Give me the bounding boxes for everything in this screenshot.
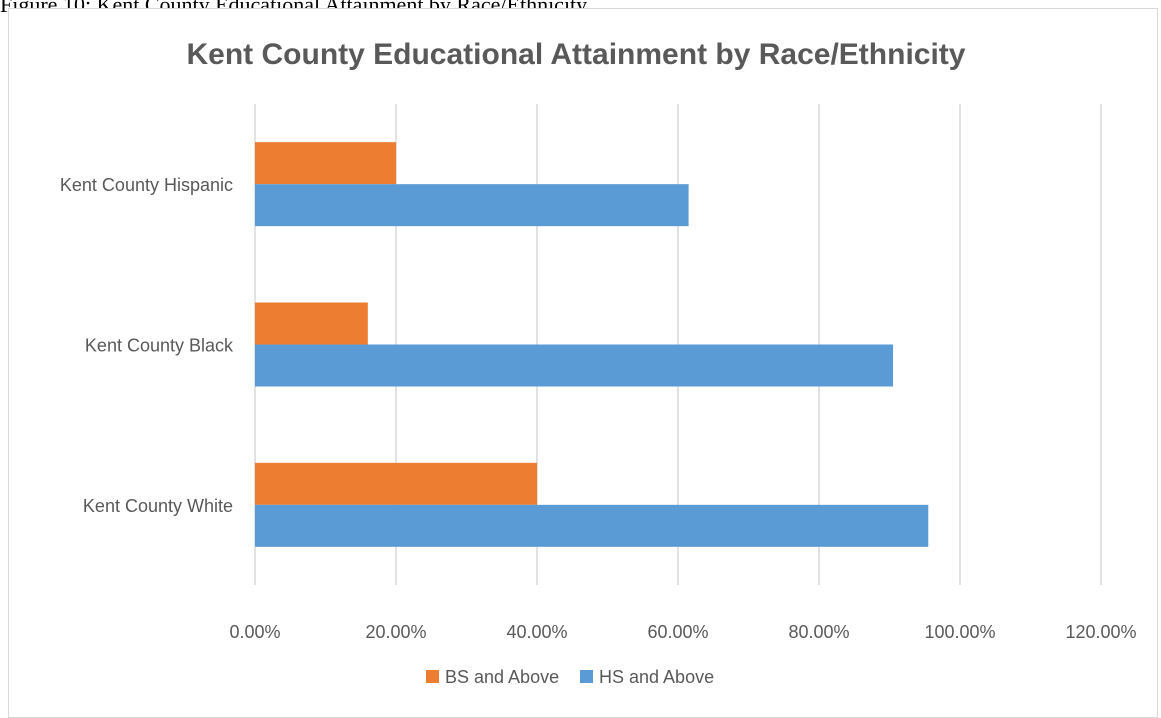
- bar-bs-and-above: [255, 302, 368, 345]
- legend-label: HS and Above: [599, 667, 714, 687]
- bar-bs-and-above: [255, 142, 396, 185]
- bar-bs-and-above: [255, 462, 537, 505]
- category-label: Kent County Black: [85, 336, 234, 356]
- legend-swatch: [580, 670, 593, 683]
- legend-label: BS and Above: [445, 667, 559, 687]
- bar-hs-and-above: [255, 344, 894, 387]
- bar-hs-and-above: [255, 504, 929, 547]
- x-tick-label: 100.00%: [924, 622, 995, 642]
- category-label: Kent County Hispanic: [60, 175, 233, 195]
- x-tick-label: 0.00%: [229, 622, 280, 642]
- category-label: Kent County White: [83, 496, 233, 516]
- x-tick-label: 40.00%: [506, 622, 567, 642]
- x-tick-label: 20.00%: [365, 622, 426, 642]
- x-tick-label: 80.00%: [788, 622, 849, 642]
- bar-hs-and-above: [255, 184, 689, 227]
- legend-swatch: [426, 670, 439, 683]
- x-tick-label: 60.00%: [647, 622, 708, 642]
- x-tick-label: 120.00%: [1065, 622, 1136, 642]
- chart-title: Kent County Educational Attainment by Ra…: [187, 38, 966, 71]
